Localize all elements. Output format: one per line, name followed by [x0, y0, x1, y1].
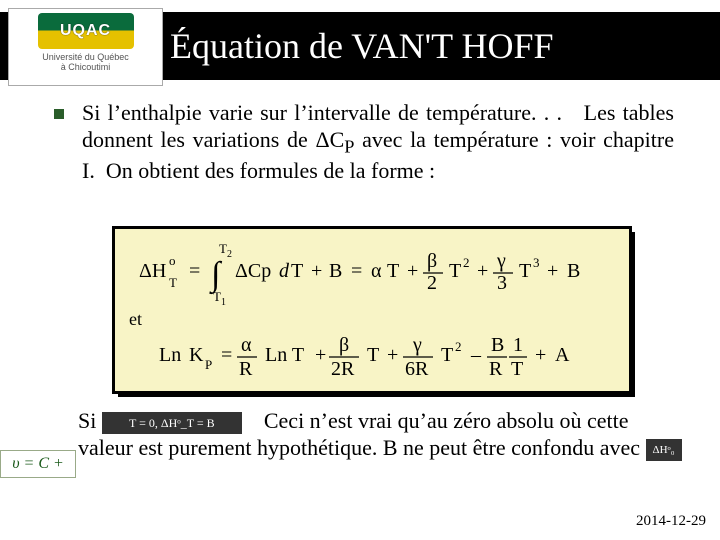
f1-plus1: +	[311, 260, 322, 282]
f1-Ta: T	[387, 260, 399, 282]
f2-Tden: T	[511, 358, 523, 380]
f2-Tb: T	[367, 344, 379, 366]
f1-B2: B	[567, 260, 580, 282]
f1-sub-T: T	[169, 275, 177, 290]
f2-plus3: +	[535, 344, 546, 366]
f1-T3: T	[519, 260, 531, 282]
f2-A: A	[555, 344, 570, 366]
f1-B1: B	[329, 260, 342, 282]
f2-B: B	[491, 334, 504, 356]
logo-acronym: UQAC	[60, 22, 111, 40]
f2-alpha: α	[241, 334, 252, 356]
f1-dH: ΔH	[139, 260, 166, 282]
f2-gamma: γ	[412, 334, 422, 356]
side-equation-fragment: υ = C +	[0, 450, 76, 478]
f1-plus2: +	[407, 260, 418, 282]
f-et: et	[129, 309, 142, 329]
f1-eq1: =	[189, 260, 200, 282]
f1-dcp: ΔCp	[235, 260, 271, 282]
f1-plus4: +	[547, 260, 558, 282]
conclusion-text: Si T = 0, ΔHᵒ_T = B Ceci n’est vrai qu’a…	[78, 408, 686, 462]
f1-int-lo2: 1	[221, 297, 226, 308]
formula-svg: ΔH o T = ∫ T 2 T 1 ΔCp d T + B = α T +	[115, 229, 635, 397]
f1-int-lo: T	[213, 289, 221, 304]
f2-2R: 2R	[331, 358, 355, 380]
concl-prefix: Si	[78, 408, 102, 433]
f2-Rb: R	[489, 358, 503, 380]
f1-beta: β	[427, 250, 437, 272]
slide: UQAC Université du Québec à Chicoutimi É…	[0, 0, 720, 540]
f2-plus2: +	[387, 344, 398, 366]
f1-Tvar: T	[291, 260, 303, 282]
formula-box: ΔH o T = ∫ T 2 T 1 ΔCp d T + B = α T +	[112, 226, 632, 394]
inline-dh-image: ΔHᵒ₀	[646, 439, 682, 461]
f2-LnT: Ln T	[265, 344, 304, 366]
f1-alpha: α	[371, 260, 382, 282]
f2-R1: R	[239, 358, 253, 380]
f2-beta: β	[339, 334, 349, 356]
f1-eq2: =	[351, 260, 362, 282]
institution-logo: UQAC Université du Québec à Chicoutimi	[8, 8, 163, 86]
body-paragraph-box: Si l’enthalpie varie sur l’intervalle de…	[44, 94, 684, 192]
f2-minus: –	[470, 344, 482, 366]
f1-T3pow: 3	[533, 255, 540, 270]
slide-title: Équation de VAN'T HOFF	[170, 14, 710, 78]
f2-K: K	[189, 344, 204, 366]
f2-Ksub: P	[205, 357, 212, 372]
f2-eq: =	[221, 344, 232, 366]
f1-d: d	[279, 260, 290, 282]
f2-1: 1	[513, 334, 523, 356]
f1-int-up2: 2	[227, 249, 232, 260]
footer-date: 2014-12-29	[636, 513, 706, 530]
bullet-square-icon	[54, 109, 64, 119]
f2-T2: T	[441, 344, 453, 366]
body-paragraph: Si l’enthalpie varie sur l’intervalle de…	[82, 100, 674, 184]
f1-plus3: +	[477, 260, 488, 282]
f1-den3: 3	[497, 272, 507, 294]
inline-condition-image: T = 0, ΔHᵒ_T = B	[102, 412, 242, 434]
f2-6R: 6R	[405, 358, 429, 380]
f2-T2pow: 2	[455, 339, 462, 354]
f1-sup-o: o	[169, 253, 176, 268]
logo-subtitle: Université du Québec à Chicoutimi	[42, 52, 129, 73]
f1-T2pow: 2	[463, 255, 470, 270]
logo-badge: UQAC	[38, 13, 134, 49]
f1-den2: 2	[427, 272, 437, 294]
f2-Ln: Ln	[159, 344, 181, 366]
f1-int-up: T	[219, 241, 227, 256]
f1-gamma: γ	[496, 250, 506, 272]
f1-T2: T	[449, 260, 461, 282]
f2-plus1: +	[315, 344, 326, 366]
